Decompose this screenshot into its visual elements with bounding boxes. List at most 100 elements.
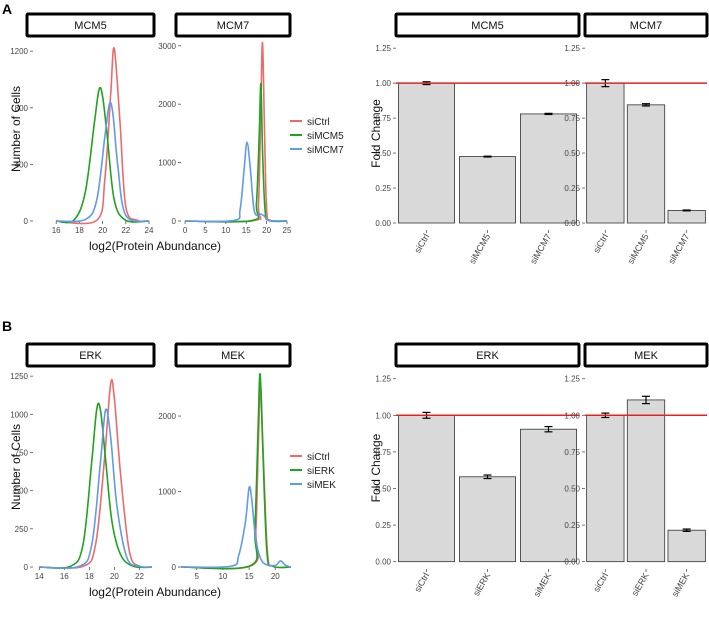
legend-label-simek: siMEK	[307, 480, 336, 491]
y-tick-label: 0.75	[375, 448, 391, 457]
x-tick-label: 5	[203, 226, 208, 235]
series-line-sictrl	[185, 41, 288, 223]
x-tick-label: 24	[145, 226, 154, 235]
y-tick-label: 800	[15, 104, 29, 113]
x-tick-label-simcm5: siMCM5	[626, 232, 651, 266]
x-tick-label: 16	[60, 572, 69, 581]
x-tick-label-sictrl: siCtrl	[412, 232, 431, 255]
y-tick-label: 1000	[10, 410, 28, 419]
y-tick-label: 0	[172, 217, 177, 226]
y-tick-label: 3000	[158, 42, 176, 51]
facet-strip-label: MEK	[634, 350, 659, 362]
bar-sictrl	[586, 414, 625, 563]
facet-strip-label: MCM5	[471, 20, 503, 32]
y-tick-label: 0.25	[375, 521, 391, 530]
y-axis-title: Fold Change	[369, 99, 383, 168]
facet-strip	[583, 342, 709, 368]
y-tick-label: 1.00	[564, 411, 580, 420]
bar-panel-mcm5: MCM5 0.00 0.25 0.50 0.75 1.00 1.25 siCtrl siMCM5…	[369, 12, 581, 266]
y-tick-label: 0.25	[375, 184, 391, 193]
x-axis-title: log2(Protein Abundance)	[89, 239, 221, 253]
x-tick-label: 0	[183, 226, 188, 235]
bar-simcm7	[520, 113, 577, 224]
y-tick-label: 1.00	[375, 79, 391, 88]
panel-letter-a: A	[2, 1, 12, 17]
series-line-simcm7	[56, 101, 150, 223]
y-tick-label: 0.50	[564, 149, 580, 158]
y-tick-label: 0.50	[375, 484, 391, 493]
y-tick-label: 0.25	[564, 184, 580, 193]
x-tick-label: 10	[221, 226, 230, 235]
y-axis-title: Number of Cells	[9, 86, 23, 172]
legend-label-sictrl: siCtrl	[307, 117, 330, 128]
series-line-simcm5	[185, 82, 288, 223]
y-tick-label: 0.75	[564, 448, 580, 457]
y-tick-label: 0.00	[375, 558, 391, 567]
histogram-panel-mcm7: MCM7 0 1000 2000 3000 0 5 10 15 20 25	[158, 12, 292, 235]
x-tick-label: 20	[110, 572, 119, 581]
facet-strip	[394, 342, 581, 368]
facet-strip	[583, 12, 709, 38]
x-tick-label-sierk: siERK	[471, 571, 492, 598]
series-line-simek	[39, 408, 153, 569]
facet-strip-label: ERK	[79, 350, 102, 362]
y-tick-label: 1.25	[375, 375, 391, 384]
x-tick-label-simcm7: siMCM7	[528, 232, 553, 266]
y-tick-label: 1200	[10, 47, 28, 56]
x-tick-label: 15	[245, 572, 254, 581]
y-tick-label: 1000	[158, 488, 176, 497]
x-tick-label: 20	[262, 226, 271, 235]
legend-label-sierk: siERK	[307, 466, 335, 477]
chart-area: MCM5 0 400 800 1200 16 18 20 22 24 log2(Protein Ab…	[9, 12, 709, 599]
x-tick-label: 10	[218, 572, 227, 581]
y-tick-label: 500	[15, 487, 29, 496]
bar-panel-erk: ERK 0.00 0.25 0.50 0.75 1.00 1.25 siCtrl siERK si…	[369, 342, 581, 599]
facet-strip	[394, 12, 581, 38]
facet-strip	[25, 342, 156, 368]
facet-strip-label: MEK	[221, 350, 246, 362]
y-tick-label: 400	[15, 160, 29, 169]
facet-strip	[174, 342, 292, 368]
histogram-panel-mcm5: MCM5 0 400 800 1200 16 18 20 22 24 log2(Protein Ab…	[9, 12, 221, 253]
y-axis-title: Fold Change	[369, 433, 383, 502]
y-tick-label: 0.50	[564, 484, 580, 493]
facet-strip-label: ERK	[476, 350, 499, 362]
panel-letter-b: B	[2, 318, 12, 334]
x-tick-label-sictrl: siCtrl	[591, 232, 610, 255]
y-tick-label: 2000	[158, 412, 176, 421]
y-tick-label: 0.75	[375, 114, 391, 123]
facet-strip-label: MCM5	[74, 20, 106, 32]
x-tick-label: 25	[283, 226, 292, 235]
bar-sictrl	[398, 414, 455, 563]
x-tick-label: 22	[121, 226, 130, 235]
y-tick-label: 1000	[158, 159, 176, 168]
legend-label-simcm7: siMCM7	[307, 145, 344, 156]
bar-simcm5	[459, 156, 516, 224]
x-tick-label: 20	[98, 226, 107, 235]
series-line-simcm7	[185, 141, 288, 223]
y-tick-label: 1.00	[375, 411, 391, 420]
facet-strip-label: MCM7	[217, 20, 249, 32]
y-tick-label: 0.50	[375, 149, 391, 158]
y-tick-label: 0	[24, 563, 29, 572]
facet-strip	[25, 12, 156, 38]
bar-panel-mcm7: MCM7 0.00 0.25 0.50 0.75 1.00 1.25 siCtrl siMCM5…	[564, 12, 709, 266]
x-tick-label-simek: siMEK	[670, 571, 692, 599]
legend: siCtrl siERK siMEK	[290, 452, 336, 491]
y-tick-label: 0.00	[564, 558, 580, 567]
x-tick-label-sierk: siERK	[630, 571, 651, 598]
y-tick-label: 2000	[158, 100, 176, 109]
bar-simcm5	[626, 104, 666, 224]
bar-sierk	[459, 476, 516, 563]
legend: siCtrl siMCM5 siMCM7	[290, 117, 344, 156]
series-line-sierk	[39, 402, 153, 569]
x-tick-label-simcm7: siMCM7	[666, 232, 691, 266]
x-tick-label: 5	[194, 572, 199, 581]
histogram-panel-erk: ERK 0 250 500 750 1000 1250 14 16 18 20 22 log2(Prot…	[9, 342, 221, 599]
y-tick-label: 1.25	[375, 44, 391, 53]
series-line-sictrl	[56, 47, 150, 225]
y-tick-label: 0.00	[564, 219, 580, 228]
bar-simek	[667, 529, 706, 563]
facet-strip	[174, 12, 292, 38]
